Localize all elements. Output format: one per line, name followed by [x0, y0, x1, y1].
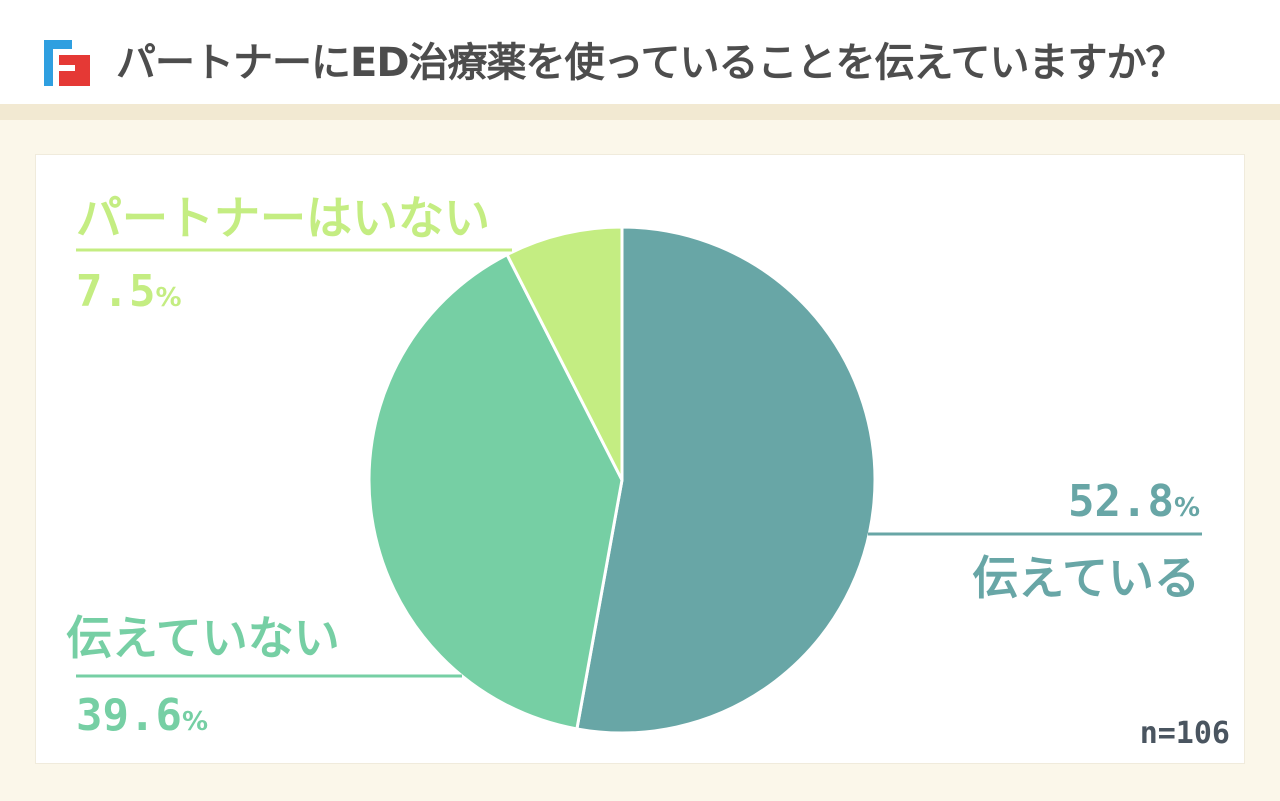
header-bar	[0, 0, 1280, 104]
slice-value-percent-0: %	[1174, 493, 1200, 523]
pie-slice-0	[575, 225, 877, 735]
slice-label-0: 伝えている	[972, 551, 1200, 605]
slice-value-1: 39.6%	[76, 690, 208, 741]
slice-value-number-2: 7.5	[76, 266, 155, 317]
slice-value-2: 7.5%	[76, 266, 182, 317]
slice-value-number-0: 52.8	[1068, 476, 1174, 527]
slice-value-number-1: 39.6	[76, 690, 182, 741]
pie-slice-2	[505, 225, 624, 481]
sample-size-note: n=106	[1139, 716, 1230, 751]
slice-label-2: パートナーはいない	[76, 191, 490, 245]
brand-logo-icon	[44, 40, 90, 86]
slice-value-0: 52.8%	[1068, 476, 1200, 527]
page-title: パートナーにED治療薬を使っていることを伝えていますか？	[116, 40, 1186, 86]
pie-slice-1	[367, 252, 624, 731]
slice-value-percent-2: %	[155, 283, 181, 313]
slice-label-1: 伝えていない	[66, 611, 340, 665]
header-divider	[0, 104, 1280, 120]
slice-value-percent-1: %	[182, 707, 208, 737]
